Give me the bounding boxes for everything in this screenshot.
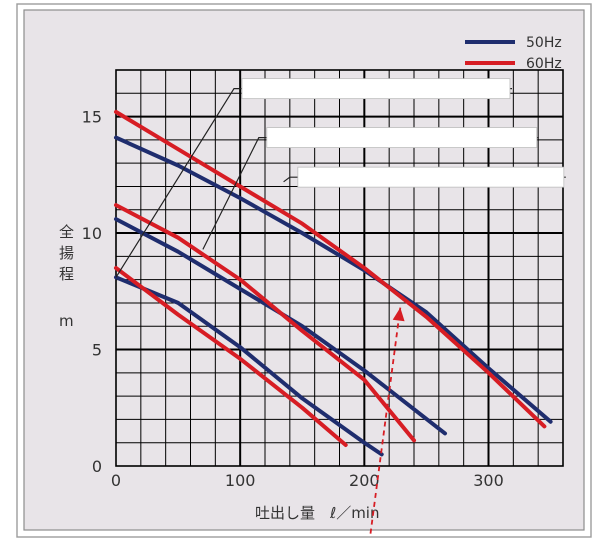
model-label-box-1 [241, 78, 511, 100]
y-axis-title-char-1: 全 [59, 223, 74, 241]
x-tick-label-200: 200 [349, 471, 380, 490]
highlight-arrow [369, 307, 402, 534]
y-tick-label-10: 10 [82, 224, 102, 243]
model-label-box-3 [297, 166, 565, 188]
x-tick-label-300: 300 [473, 471, 504, 490]
curve-60hz-model-1 [114, 266, 348, 447]
x-tick-label-100: 100 [225, 471, 256, 490]
legend-50hz-label: 50Hz [526, 35, 562, 51]
y-tick-label-15: 15 [82, 108, 102, 127]
x-tick-label-0: 0 [111, 471, 121, 490]
series-layer [114, 109, 553, 457]
curve-60hz-model-2 [114, 203, 416, 443]
curve-50hz-model-3 [114, 135, 553, 424]
curve-50hz-model-1 [114, 275, 384, 457]
tick-layer: 0 100 200 300 0 5 10 15 [82, 108, 504, 490]
outer-frame [16, 3, 592, 538]
model-label-box-2 [266, 127, 538, 148]
y-axis-title-unit: m [59, 312, 74, 330]
x-axis-title: 吐出し量 ℓ／min [255, 504, 379, 522]
y-axis-title-char-3: 程 [59, 265, 74, 283]
y-axis-title: 全 揚 程 m [59, 223, 74, 330]
curve-60hz-model-3 [114, 109, 547, 429]
highlight-arrow-head [392, 307, 405, 322]
legend-60hz-label: 60Hz [526, 56, 562, 72]
y-tick-label-5: 5 [92, 341, 102, 360]
label-layer [115, 78, 566, 278]
y-tick-label-0: 0 [92, 457, 102, 476]
y-axis-title-char-2: 揚 [59, 244, 74, 262]
legend: 50Hz 60Hz [465, 35, 562, 72]
